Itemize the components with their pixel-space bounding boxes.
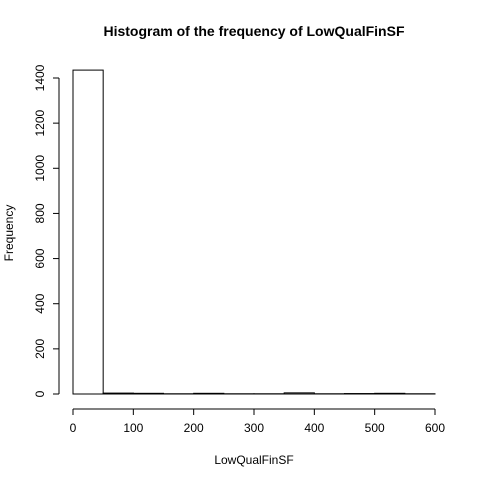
y-tick-label: 200 — [33, 339, 47, 359]
x-tick-label: 200 — [184, 421, 204, 435]
histogram-bar-4 — [193, 392, 225, 395]
x-tick-label: 400 — [304, 421, 324, 435]
x-axis: 0 100 200 300 400 500 600 — [70, 408, 445, 435]
histogram-bar-0 — [72, 69, 104, 395]
y-tick-label: 1200 — [33, 109, 47, 136]
y-tick-label: 600 — [33, 248, 47, 268]
histogram-bar-1 — [102, 392, 134, 395]
x-axis-label: LowQualFinSF — [214, 453, 293, 467]
chart-title: Histogram of the frequency of LowQualFin… — [103, 23, 404, 39]
x-tick-label: 300 — [244, 421, 264, 435]
y-axis: 0 200 400 600 800 1000 1200 1400 — [33, 64, 60, 397]
x-tick-label: 100 — [123, 421, 143, 435]
y-tick-label: 800 — [33, 203, 47, 223]
histogram-bar-10 — [374, 392, 406, 395]
y-tick-label: 400 — [33, 293, 47, 313]
bars-group — [72, 69, 436, 395]
x-tick-label: 500 — [365, 421, 385, 435]
x-tick-label: 600 — [425, 421, 445, 435]
x-tick-label: 0 — [70, 421, 77, 435]
y-tick-label: 1000 — [33, 155, 47, 182]
histogram-bar-7 — [283, 392, 315, 395]
y-axis-label: Frequency — [2, 205, 16, 262]
y-tick-label: 1400 — [33, 64, 47, 91]
y-tick-label: 0 — [33, 390, 47, 397]
histogram-bar-2 — [132, 392, 165, 395]
